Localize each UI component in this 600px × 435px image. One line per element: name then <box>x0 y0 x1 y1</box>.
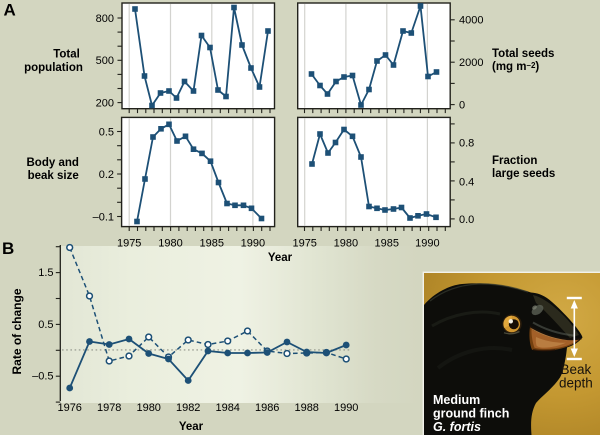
svg-text:1980: 1980 <box>136 402 160 414</box>
svg-text:1988: 1988 <box>294 402 318 414</box>
svg-text:800: 800 <box>96 13 114 25</box>
svg-text:Rate of change: Rate of change <box>10 288 24 374</box>
svg-text:Year: Year <box>268 252 293 264</box>
svg-text:1980: 1980 <box>334 238 358 250</box>
svg-text:500: 500 <box>96 55 114 67</box>
svg-text:ground finch: ground finch <box>433 407 509 421</box>
svg-text:population: population <box>24 62 83 74</box>
svg-text:0: 0 <box>459 99 465 111</box>
svg-text:1986: 1986 <box>255 402 279 414</box>
svg-text:0.4: 0.4 <box>459 177 474 189</box>
svg-text:Fraction: Fraction <box>492 155 537 167</box>
svg-text:200: 200 <box>96 97 114 109</box>
svg-text:beak size: beak size <box>28 170 79 182</box>
svg-text:–0.5: –0.5 <box>32 371 53 383</box>
svg-text:B: B <box>2 239 14 258</box>
svg-text:1975: 1975 <box>117 238 141 250</box>
svg-text:0.0: 0.0 <box>459 214 474 226</box>
svg-text:0.2: 0.2 <box>99 169 114 181</box>
svg-text:depth: depth <box>559 376 593 391</box>
svg-text:large seeds: large seeds <box>492 168 555 180</box>
svg-text:1975: 1975 <box>292 238 316 250</box>
svg-text:0.5: 0.5 <box>38 319 53 331</box>
svg-text:Total seeds: Total seeds <box>492 48 554 60</box>
svg-text:A: A <box>4 0 16 19</box>
svg-text:1984: 1984 <box>215 402 239 414</box>
svg-text:0.8: 0.8 <box>459 138 474 150</box>
svg-text:G. fortis: G. fortis <box>433 420 481 434</box>
svg-text:–0.1: –0.1 <box>93 211 114 223</box>
svg-text:1.5: 1.5 <box>38 267 53 279</box>
svg-text:4000: 4000 <box>459 15 483 27</box>
svg-text:1978: 1978 <box>97 402 121 414</box>
svg-text:1990: 1990 <box>241 238 265 250</box>
svg-text:Year: Year <box>179 421 204 433</box>
svg-text:1985: 1985 <box>375 238 399 250</box>
svg-text:2000: 2000 <box>459 57 483 69</box>
svg-text:Body and: Body and <box>27 157 79 169</box>
svg-text:1980: 1980 <box>158 238 182 250</box>
svg-text:1990: 1990 <box>334 402 358 414</box>
svg-text:0.5: 0.5 <box>99 126 114 138</box>
svg-text:Beak: Beak <box>561 362 592 377</box>
svg-text:1982: 1982 <box>176 402 200 414</box>
svg-text:1976: 1976 <box>57 402 81 414</box>
svg-text:1990: 1990 <box>415 238 439 250</box>
svg-text:1985: 1985 <box>200 238 224 250</box>
svg-text:Total: Total <box>53 49 80 61</box>
svg-text:Medium: Medium <box>433 393 480 407</box>
